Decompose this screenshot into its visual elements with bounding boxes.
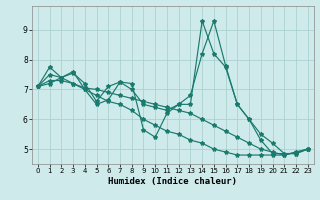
X-axis label: Humidex (Indice chaleur): Humidex (Indice chaleur)	[108, 177, 237, 186]
